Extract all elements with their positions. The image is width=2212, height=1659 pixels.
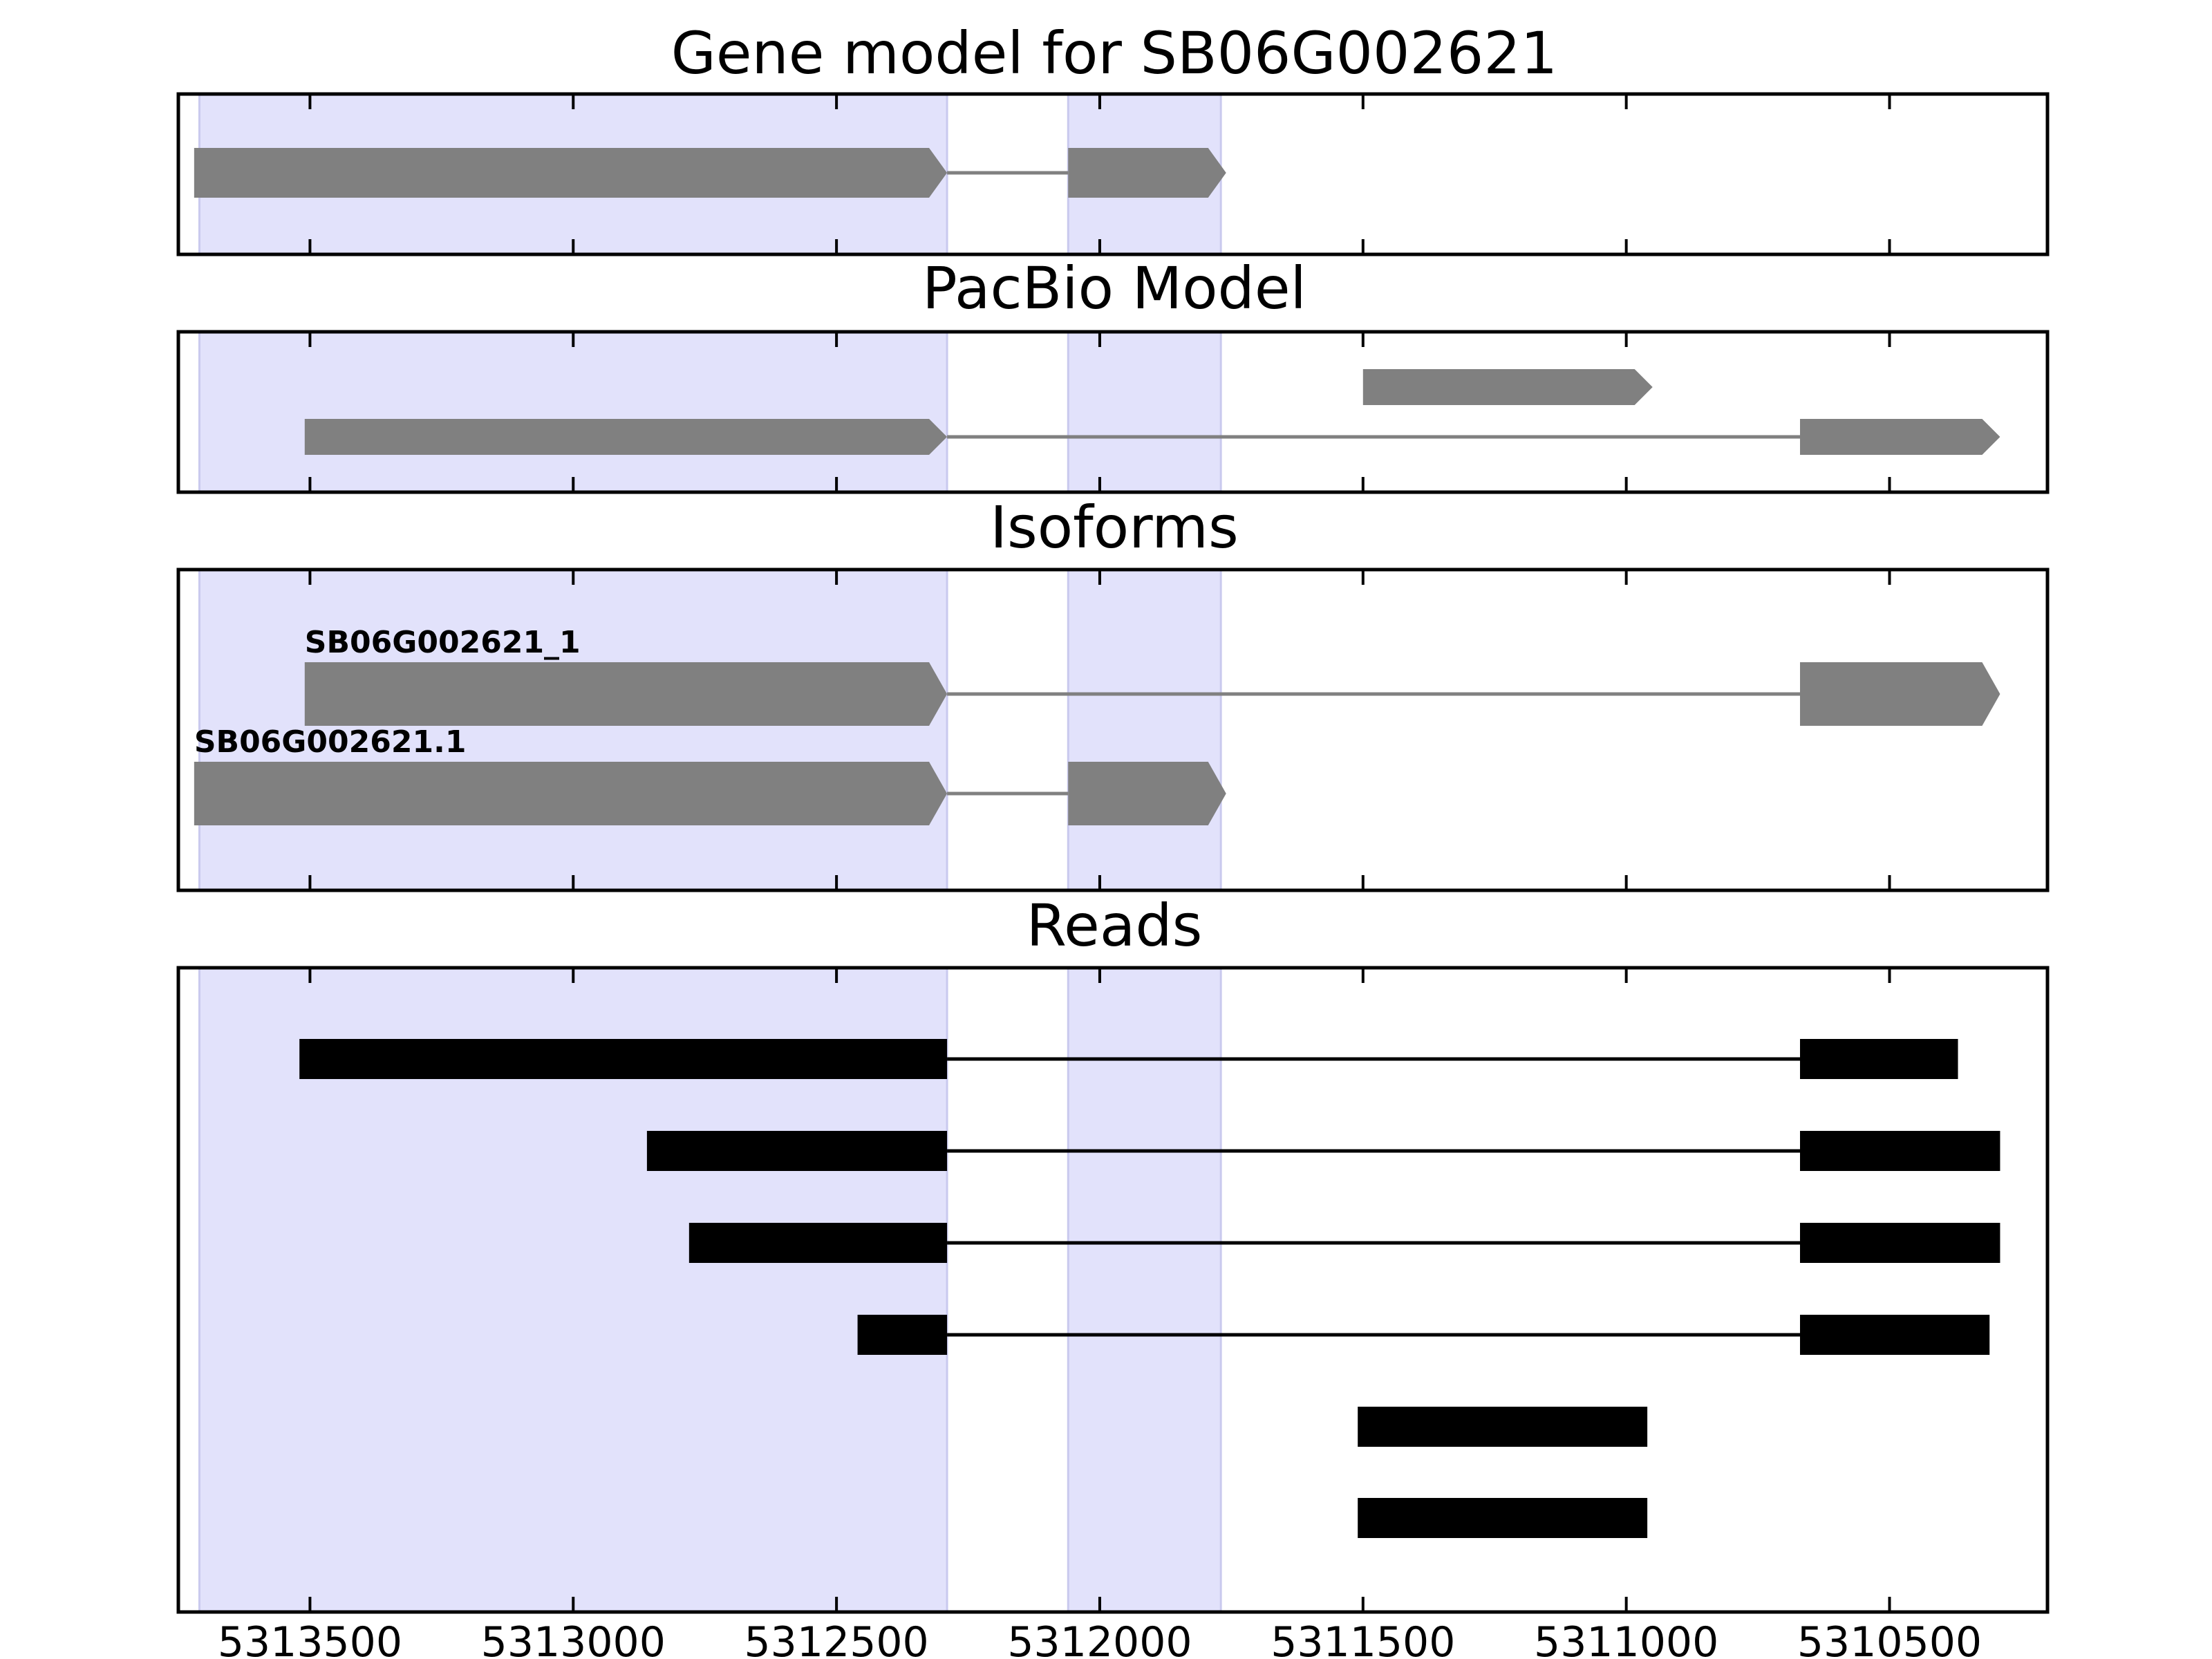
x-tick-label: 5312000 xyxy=(1007,1618,1192,1659)
exon-block xyxy=(1800,662,2000,726)
panel-plot-area-0 xyxy=(176,92,2050,256)
panel-title-pacbio-model: PacBio Model xyxy=(922,254,1306,322)
panel-frame xyxy=(176,92,2050,256)
panel-isoforms: Isoforms xyxy=(990,494,1239,561)
exon-block xyxy=(304,662,948,726)
read-block xyxy=(1800,1223,2000,1263)
x-tick-label: 5310500 xyxy=(1797,1618,1982,1659)
panel-plot-area-1 xyxy=(176,330,2050,494)
panel-frame xyxy=(176,330,2050,494)
exon-block xyxy=(1068,762,1226,825)
panel-frame xyxy=(176,568,2050,892)
isoform-label: SB06G002621_1 xyxy=(305,625,581,660)
read-block xyxy=(646,1131,948,1171)
panel-plot-area-2: SB06G002621_1 SB06G002621.1 xyxy=(176,568,2050,892)
panel-gene-model: Gene model for SB06G002621 xyxy=(671,19,1557,87)
highlight-band xyxy=(1067,568,1222,892)
exon-block xyxy=(1800,419,2000,455)
highlight-band xyxy=(1067,966,1222,1613)
panel-title-isoforms: Isoforms xyxy=(990,494,1239,561)
exon-block xyxy=(304,419,948,455)
read-block xyxy=(857,1315,948,1355)
read-block xyxy=(688,1223,948,1263)
read-block xyxy=(1800,1315,1990,1355)
read-block xyxy=(1358,1498,1648,1538)
exon-block xyxy=(1068,148,1226,198)
panel-reads: Reads xyxy=(1027,892,1203,959)
read-block xyxy=(1358,1407,1648,1447)
read-block xyxy=(1800,1039,1958,1079)
x-tick-label: 5313000 xyxy=(481,1618,666,1659)
panel-plot-area-3 xyxy=(176,966,2050,1614)
x-tick-label: 5312500 xyxy=(744,1618,929,1659)
highlight-band xyxy=(198,330,948,494)
x-tick-label: 5311500 xyxy=(1271,1618,1455,1659)
x-tick-label: 5311000 xyxy=(1534,1618,1718,1659)
exon-block xyxy=(1362,369,1653,405)
highlight-band xyxy=(198,568,948,892)
highlight-band xyxy=(1067,330,1222,494)
plot-layer: SB06G002621_1 SB06G002621.1 5313500 5313000… xyxy=(176,92,2050,1659)
x-tick-label: 5313500 xyxy=(218,1618,402,1659)
panel-title-reads: Reads xyxy=(1027,892,1203,959)
exon-block xyxy=(194,148,948,198)
panel-frame xyxy=(176,966,2050,1614)
exon-block xyxy=(194,762,948,825)
read-block xyxy=(1800,1131,2000,1171)
panel-pacbio-model: PacBio Model xyxy=(922,254,1306,322)
isoform-label: SB06G002621.1 xyxy=(194,724,467,760)
read-block xyxy=(299,1039,948,1079)
panel-title-gene-model: Gene model for SB06G002621 xyxy=(671,19,1557,87)
